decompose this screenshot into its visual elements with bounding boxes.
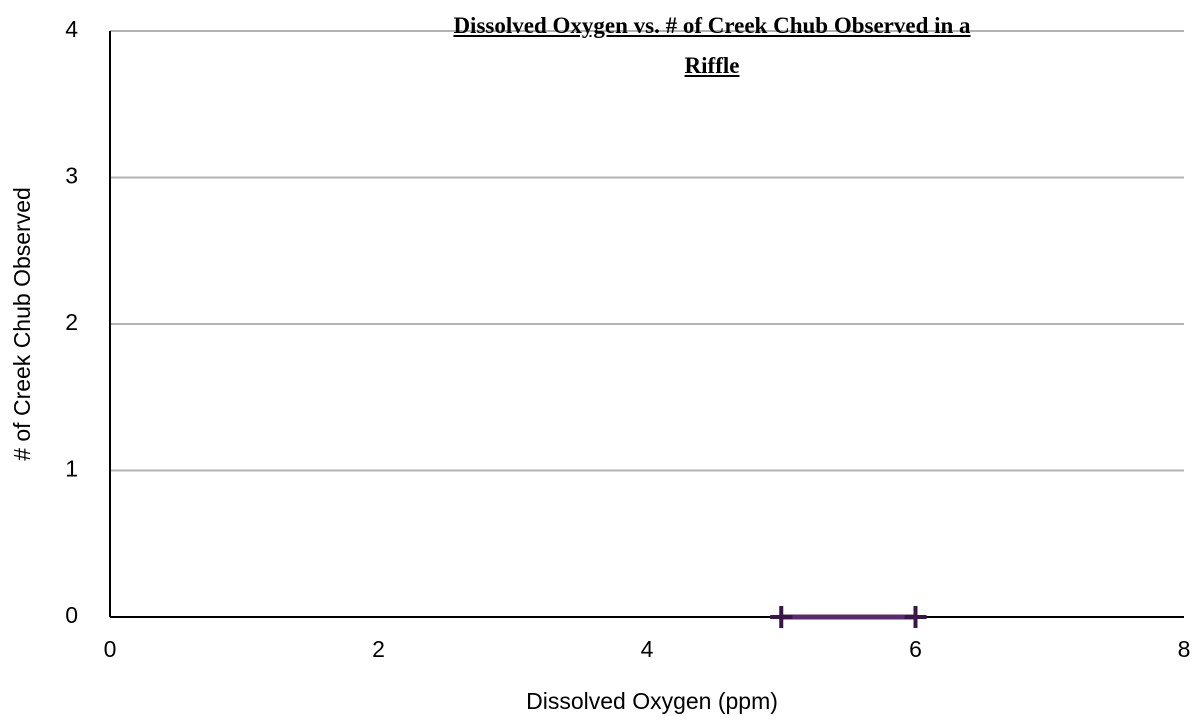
y-tick-label: 2 bbox=[65, 309, 78, 335]
x-axis-label: Dissolved Oxygen (ppm) bbox=[526, 688, 778, 714]
x-tick-label: 4 bbox=[641, 636, 654, 662]
x-tick-label: 0 bbox=[104, 636, 117, 662]
y-axis-label: # of Creek Chub Observed bbox=[9, 187, 35, 461]
y-tick-label: 3 bbox=[65, 163, 78, 189]
chart-title: Dissolved Oxygen vs. # of Creek Chub Obs… bbox=[453, 13, 971, 78]
x-tick-label: 8 bbox=[1178, 636, 1191, 662]
x-tick-label: 6 bbox=[909, 636, 922, 662]
point-marker bbox=[770, 606, 793, 628]
point-marker bbox=[904, 606, 927, 628]
y-tick-label: 0 bbox=[65, 602, 78, 628]
y-tick-label: 4 bbox=[65, 16, 78, 42]
y-tick-label: 1 bbox=[65, 456, 78, 482]
x-tick-label: 2 bbox=[372, 636, 385, 662]
